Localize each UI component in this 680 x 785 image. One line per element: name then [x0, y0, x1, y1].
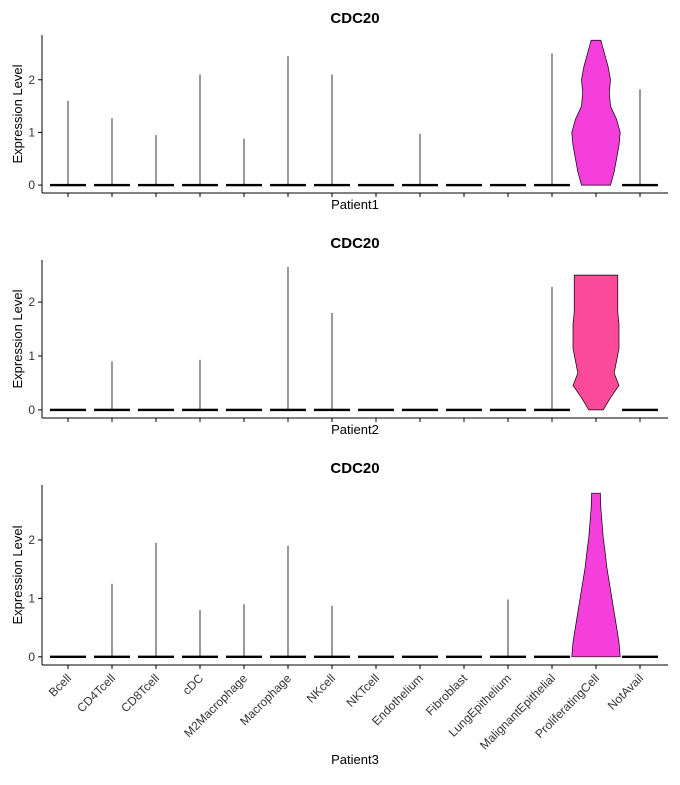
violin-base [94, 183, 130, 187]
x-tick-label: NKcell [304, 671, 338, 705]
y-tick-label: 2 [28, 295, 35, 309]
y-tick-label: 0 [28, 403, 35, 417]
violin-base [446, 408, 482, 412]
violin-base [534, 655, 570, 659]
violin-base [50, 183, 86, 187]
violin-base [358, 183, 394, 187]
y-axis-label: Expression Level [10, 525, 25, 624]
violin-base [226, 183, 262, 187]
violin-base [622, 655, 658, 659]
violin-base [402, 183, 438, 187]
violin-base [314, 183, 350, 187]
y-axis-label: Expression Level [10, 64, 25, 163]
violin-base [358, 408, 394, 412]
violin [571, 39, 621, 186]
violin-base [314, 655, 350, 659]
chart-title: CDC20 [330, 235, 379, 252]
violin-base [94, 655, 130, 659]
x-axis-label: Patient3 [331, 752, 379, 767]
violin-base [534, 408, 570, 412]
y-axis-label: Expression Level [10, 289, 25, 388]
x-axis-label: Patient2 [331, 422, 379, 437]
violin-base [622, 183, 658, 187]
violin-base [270, 183, 306, 187]
violin-base [182, 408, 218, 412]
violin-base [138, 655, 174, 659]
x-axis-label: Patient1 [331, 197, 379, 212]
violin-base [50, 655, 86, 659]
violin-base [622, 408, 658, 412]
y-tick-label: 2 [28, 73, 35, 87]
violin-base [270, 655, 306, 659]
violin-base [138, 183, 174, 187]
chart-title: CDC20 [330, 460, 379, 477]
x-tick-label: MalignantEpithelial [477, 671, 558, 752]
x-tick-label: Bcell [46, 671, 74, 699]
violin-base [182, 183, 218, 187]
violin-base [226, 655, 262, 659]
violin-base [94, 408, 130, 412]
violin-base [314, 408, 350, 412]
x-tick-label: NotAvail [605, 671, 646, 712]
violin-base [270, 408, 306, 412]
violin-base [490, 408, 526, 412]
violin-base [534, 183, 570, 187]
x-tick-label: CD8Tcell [118, 671, 162, 715]
y-tick-label: 1 [28, 125, 35, 139]
violin-base [446, 183, 482, 187]
violin-base [490, 655, 526, 659]
violin-base [226, 408, 262, 412]
violin-base [446, 655, 482, 659]
x-tick-label: CD4Tcell [74, 671, 118, 715]
violin-base [402, 655, 438, 659]
y-tick-label: 2 [28, 533, 35, 547]
chart-title: CDC20 [330, 10, 379, 27]
y-tick-label: 0 [28, 178, 35, 192]
y-tick-label: 1 [28, 591, 35, 605]
x-tick-label: NKTcell [343, 671, 382, 710]
violin-base [490, 183, 526, 187]
violin [571, 492, 621, 658]
violin-base [138, 408, 174, 412]
y-tick-label: 0 [28, 650, 35, 664]
violin-base [402, 408, 438, 412]
violin-base [182, 655, 218, 659]
violin-base [358, 655, 394, 659]
x-tick-label: cDC [180, 671, 207, 698]
violin-base [50, 408, 86, 412]
violin [572, 274, 620, 411]
y-tick-label: 1 [28, 349, 35, 363]
